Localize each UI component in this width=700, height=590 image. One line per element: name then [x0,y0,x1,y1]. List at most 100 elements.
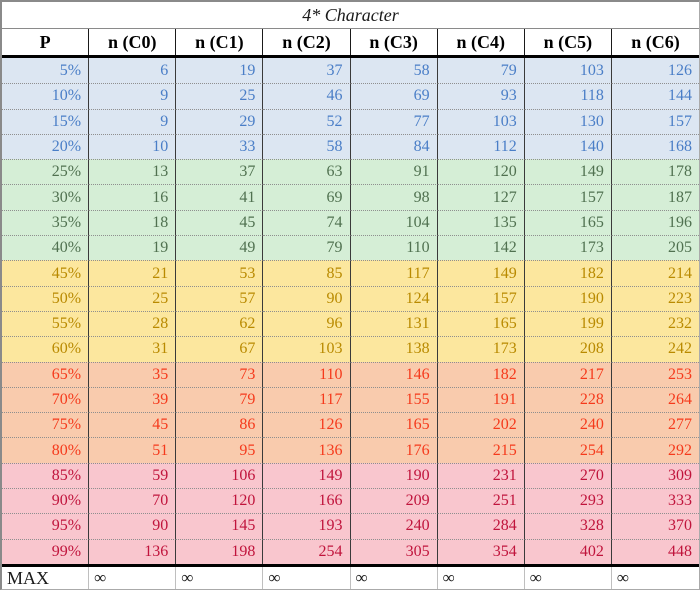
cell-value-c3: 110 [350,235,438,261]
table-row: 50% 25 57 90 124 157 190 223 [2,285,699,311]
table-row: 10% 9 25 46 69 93 118 144 [2,83,699,109]
cell-probability: 90% [2,488,90,514]
cell-value-c6: 187 [611,184,699,209]
cell-value-c2: 96 [263,310,351,337]
cell-value-c5: 140 [524,133,612,160]
cell-value-c4: 173 [437,336,525,362]
cell-value-c5: 228 [524,386,612,413]
table-row: 90% 70 120 166 209 251 293 333 [2,488,699,514]
cell-value-c0: 35 [89,361,177,387]
table-row: 80% 51 95 136 176 215 254 292 [2,437,699,463]
cell-probability: 30% [2,184,90,210]
cell-value-c2: 136 [263,437,351,463]
cell-probability: 5% [2,58,90,84]
cell-value-c5: 240 [524,412,612,438]
cell-value-c1: 73 [176,361,264,387]
cell-value-c5: 208 [524,336,612,362]
cell-probability: 80% [2,437,90,463]
cell-value-c0: 39 [89,386,177,413]
max-value-c3-infinity: ∞ [351,567,438,589]
cell-value-c2: 58 [263,133,351,160]
cell-value-c2: 46 [263,83,351,109]
cell-value-c4: 215 [437,437,525,463]
cell-value-c3: 58 [351,58,438,84]
cell-value-c1: 95 [176,437,264,463]
cell-value-c2: 90 [263,285,351,311]
cell-value-c3: 240 [350,513,438,539]
table-row: 5% 6 19 37 58 79 103 126 [2,58,699,84]
cell-value-c6: 264 [611,386,699,412]
cell-probability: 40% [2,235,90,261]
cell-value-c5: 173 [524,235,612,261]
cell-value-c6: 232 [611,310,699,336]
column-header-c5: n (C5) [525,29,612,55]
table-row: 45% 21 53 85 117 149 182 214 [2,260,699,286]
table-row: 30% 16 41 69 98 127 157 187 [2,184,699,210]
cell-probability: 55% [2,310,90,337]
cell-value-c5: 130 [524,108,612,134]
cell-value-c0: 25 [89,285,177,311]
cell-value-c5: 103 [525,58,612,84]
cell-value-c0: 9 [89,108,177,134]
cell-value-c4: 135 [437,209,525,236]
max-label: MAX [2,567,90,589]
cell-value-c1: 57 [176,285,264,311]
column-header-c1: n (C1) [176,29,264,55]
cell-value-c3: 131 [350,310,438,337]
cell-value-c1: 29 [176,108,264,134]
cell-value-c1: 62 [176,310,264,337]
table-row: 65% 35 73 110 146 182 217 253 [2,361,699,387]
cell-value-c5: 328 [524,513,612,539]
cell-value-c5: 217 [524,361,612,387]
cell-value-c2: 52 [263,108,351,134]
cell-probability: 85% [2,462,90,489]
cell-value-c3: 305 [350,538,438,564]
cell-value-c6: 253 [611,361,699,387]
cell-value-c4: 112 [437,133,525,160]
cell-value-c6: 157 [611,108,699,134]
cell-value-c4: 127 [437,184,525,210]
cell-probability: 10% [2,83,90,109]
cell-value-c3: 190 [350,462,438,489]
max-value-c0-infinity: ∞ [89,567,177,589]
cell-value-c4: 284 [437,513,525,539]
cell-probability: 45% [2,260,90,286]
cell-value-c1: 19 [176,58,264,84]
cell-value-c5: 149 [524,159,612,185]
cell-value-c6: 242 [611,336,699,361]
table-row: 99% 136 198 254 305 354 402 448 [2,538,699,564]
cell-value-c0: 70 [89,488,177,514]
cell-value-c1: 37 [176,159,264,185]
cell-value-c4: 142 [437,235,525,261]
cell-value-c1: 41 [176,184,264,210]
cell-value-c1: 67 [176,336,264,362]
table-body: 5% 6 19 37 58 79 103 126 10% 9 25 46 69 93 118 144 15% 9 2… [2,58,699,564]
cell-value-c6: 448 [611,538,699,564]
cell-value-c6: 277 [611,412,699,437]
table-row: 35% 18 45 74 104 135 165 196 [2,209,699,236]
cell-value-c1: 198 [176,538,264,564]
table-row: 55% 28 62 96 131 165 199 232 [2,310,699,337]
cell-value-c5: 118 [524,83,612,109]
max-value-c5-infinity: ∞ [525,567,612,589]
cell-value-c0: 90 [89,513,177,539]
cell-value-c6: 126 [668,61,692,79]
cell-value-c4: 251 [437,488,525,514]
cell-value-c6: 309 [611,462,699,488]
cell-value-c2: 166 [263,488,351,514]
column-header-c4: n (C4) [438,29,525,55]
cell-value-c3: 117 [350,260,438,286]
cell-value-c1: 86 [176,412,264,438]
cell-value-c0: 28 [89,310,177,337]
cell-value-c1: 25 [176,83,264,109]
cell-probability: 20% [2,133,90,160]
cell-value-c5: 270 [524,462,612,489]
cell-value-c4: 231 [437,462,525,489]
cell-value-c4: 202 [437,412,525,438]
column-header-c3: n (C3) [351,29,438,55]
cell-value-c3: 104 [350,209,438,236]
cell-probability: 99% [2,538,90,564]
cell-value-c0: 136 [89,538,177,564]
cell-value-c5: 254 [524,437,612,463]
cell-value-c4: 191 [437,386,525,413]
